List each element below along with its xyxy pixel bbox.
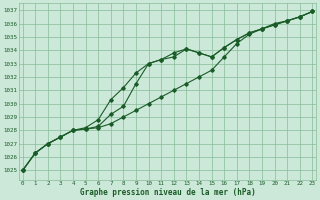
X-axis label: Graphe pression niveau de la mer (hPa): Graphe pression niveau de la mer (hPa) xyxy=(80,188,255,197)
